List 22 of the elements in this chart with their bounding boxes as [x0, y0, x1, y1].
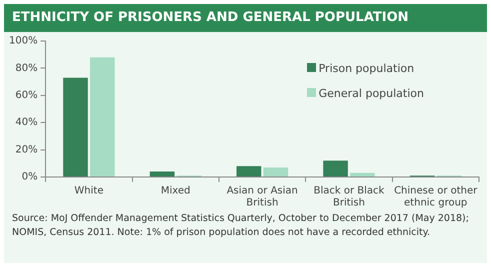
- bar: [323, 160, 348, 176]
- bar: [236, 166, 262, 176]
- bar: [263, 167, 288, 176]
- bar: [150, 172, 175, 176]
- legend-label: General population: [318, 87, 424, 100]
- bar: [63, 78, 88, 176]
- bar: [90, 57, 115, 176]
- chart-title: ETHNICITY OF PRISONERS AND GENERAL POPULATION: [4, 4, 487, 32]
- x-tick-label: White: [74, 186, 104, 197]
- source-note: Source: MoJ Offender Management Statistics Quarterly, October to December 2017 (May 2018); NOMIS, Census 2011. Note: 1% of prison population does not have a recorded ethnicity.: [12, 212, 470, 240]
- y-tick-label: 40%: [15, 117, 38, 128]
- y-tick-label: 0%: [22, 172, 38, 183]
- legend-label: Prison population: [318, 62, 414, 75]
- y-tick-label: 20%: [15, 144, 38, 156]
- x-tick-label: Asian or Asian British: [226, 186, 298, 209]
- y-tick-label: 80%: [15, 62, 38, 74]
- x-tick-label: Mixed: [160, 186, 190, 197]
- y-tick-label: 60%: [15, 90, 38, 101]
- x-tick-label: Chinese or other ethnic group: [394, 186, 478, 209]
- bar: [350, 172, 375, 176]
- y-tick-label: 100%: [8, 36, 38, 47]
- x-tick-label: Black or Black British: [314, 186, 385, 209]
